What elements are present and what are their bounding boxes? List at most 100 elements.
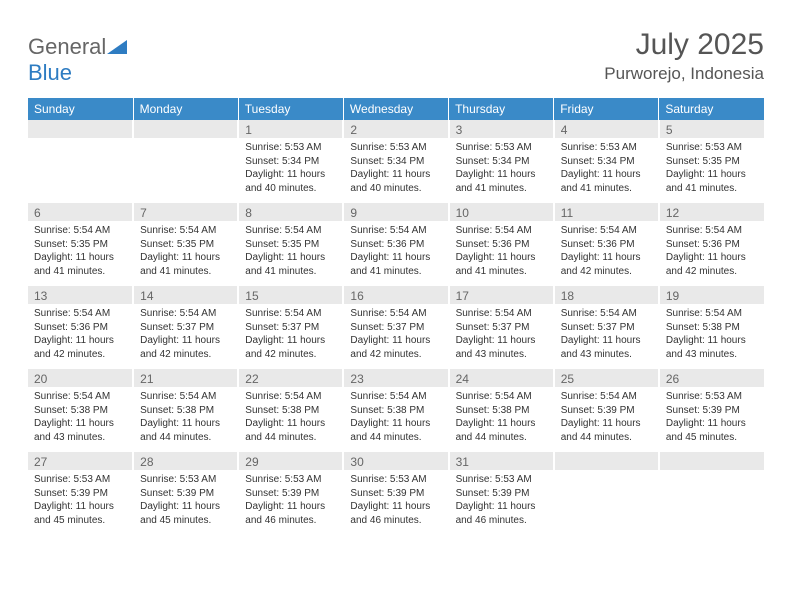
- day-data: Sunrise: 5:54 AMSunset: 5:36 PMDaylight:…: [344, 221, 447, 284]
- day-data: Sunrise: 5:53 AMSunset: 5:39 PMDaylight:…: [450, 470, 553, 533]
- day-number: 10: [450, 203, 553, 221]
- day-data: Sunrise: 5:54 AMSunset: 5:37 PMDaylight:…: [134, 304, 237, 367]
- calendar-cell: 14Sunrise: 5:54 AMSunset: 5:37 PMDayligh…: [133, 285, 238, 368]
- location-text: Purworejo, Indonesia: [604, 64, 764, 84]
- day-data: Sunrise: 5:54 AMSunset: 5:38 PMDaylight:…: [28, 387, 132, 450]
- day-data: Sunrise: 5:53 AMSunset: 5:39 PMDaylight:…: [239, 470, 342, 533]
- calendar-cell: 5Sunrise: 5:53 AMSunset: 5:35 PMDaylight…: [659, 120, 764, 202]
- day-number: 25: [555, 369, 658, 387]
- brand-part1: General: [28, 34, 106, 59]
- day-data: Sunrise: 5:54 AMSunset: 5:37 PMDaylight:…: [450, 304, 553, 367]
- day-number: 14: [134, 286, 237, 304]
- calendar-week-row: 1Sunrise: 5:53 AMSunset: 5:34 PMDaylight…: [28, 120, 764, 202]
- weekday-header: Wednesday: [343, 98, 448, 120]
- calendar-cell: 29Sunrise: 5:53 AMSunset: 5:39 PMDayligh…: [238, 451, 343, 534]
- calendar-week-row: 27Sunrise: 5:53 AMSunset: 5:39 PMDayligh…: [28, 451, 764, 534]
- day-number: 31: [450, 452, 553, 470]
- day-data: Sunrise: 5:54 AMSunset: 5:35 PMDaylight:…: [134, 221, 237, 284]
- day-data: Sunrise: 5:53 AMSunset: 5:34 PMDaylight:…: [344, 138, 447, 201]
- calendar-cell: 20Sunrise: 5:54 AMSunset: 5:38 PMDayligh…: [28, 368, 133, 451]
- day-number: 18: [555, 286, 658, 304]
- day-data: Sunrise: 5:53 AMSunset: 5:39 PMDaylight:…: [134, 470, 237, 533]
- calendar-cell: 22Sunrise: 5:54 AMSunset: 5:38 PMDayligh…: [238, 368, 343, 451]
- calendar-cell: 17Sunrise: 5:54 AMSunset: 5:37 PMDayligh…: [449, 285, 554, 368]
- weekday-header-row: SundayMondayTuesdayWednesdayThursdayFrid…: [28, 98, 764, 120]
- calendar-cell: 8Sunrise: 5:54 AMSunset: 5:35 PMDaylight…: [238, 202, 343, 285]
- day-data: Sunrise: 5:54 AMSunset: 5:37 PMDaylight:…: [239, 304, 342, 367]
- calendar-cell: 28Sunrise: 5:53 AMSunset: 5:39 PMDayligh…: [133, 451, 238, 534]
- day-number: 19: [660, 286, 764, 304]
- calendar-cell: [554, 451, 659, 534]
- calendar-cell: 27Sunrise: 5:53 AMSunset: 5:39 PMDayligh…: [28, 451, 133, 534]
- calendar-week-row: 20Sunrise: 5:54 AMSunset: 5:38 PMDayligh…: [28, 368, 764, 451]
- calendar-week-row: 13Sunrise: 5:54 AMSunset: 5:36 PMDayligh…: [28, 285, 764, 368]
- day-number: 13: [28, 286, 132, 304]
- day-number: 8: [239, 203, 342, 221]
- header: General Blue July 2025 Purworejo, Indone…: [28, 28, 764, 86]
- calendar-cell: 11Sunrise: 5:54 AMSunset: 5:36 PMDayligh…: [554, 202, 659, 285]
- day-data: Sunrise: 5:53 AMSunset: 5:35 PMDaylight:…: [660, 138, 764, 201]
- brand-text: General Blue: [28, 34, 127, 86]
- day-number: 15: [239, 286, 342, 304]
- calendar-cell: 1Sunrise: 5:53 AMSunset: 5:34 PMDaylight…: [238, 120, 343, 202]
- calendar-cell: [28, 120, 133, 202]
- calendar-cell: 30Sunrise: 5:53 AMSunset: 5:39 PMDayligh…: [343, 451, 448, 534]
- calendar-cell: 10Sunrise: 5:54 AMSunset: 5:36 PMDayligh…: [449, 202, 554, 285]
- day-number: 22: [239, 369, 342, 387]
- day-number: 23: [344, 369, 447, 387]
- calendar-cell: 25Sunrise: 5:54 AMSunset: 5:39 PMDayligh…: [554, 368, 659, 451]
- weekday-header: Saturday: [659, 98, 764, 120]
- day-data: Sunrise: 5:54 AMSunset: 5:36 PMDaylight:…: [28, 304, 132, 367]
- day-data: Sunrise: 5:53 AMSunset: 5:34 PMDaylight:…: [555, 138, 658, 201]
- calendar-cell: 6Sunrise: 5:54 AMSunset: 5:35 PMDaylight…: [28, 202, 133, 285]
- calendar-cell: 13Sunrise: 5:54 AMSunset: 5:36 PMDayligh…: [28, 285, 133, 368]
- day-data: Sunrise: 5:53 AMSunset: 5:34 PMDaylight:…: [239, 138, 342, 201]
- day-data: Sunrise: 5:54 AMSunset: 5:38 PMDaylight:…: [660, 304, 764, 367]
- day-data: Sunrise: 5:53 AMSunset: 5:39 PMDaylight:…: [660, 387, 764, 450]
- day-data: Sunrise: 5:54 AMSunset: 5:39 PMDaylight:…: [555, 387, 658, 450]
- day-number: 1: [239, 120, 342, 138]
- day-data: Sunrise: 5:54 AMSunset: 5:35 PMDaylight:…: [239, 221, 342, 284]
- calendar-cell: 9Sunrise: 5:54 AMSunset: 5:36 PMDaylight…: [343, 202, 448, 285]
- day-data: Sunrise: 5:54 AMSunset: 5:35 PMDaylight:…: [28, 221, 132, 284]
- weekday-header: Sunday: [28, 98, 133, 120]
- day-number: 2: [344, 120, 447, 138]
- day-data: Sunrise: 5:54 AMSunset: 5:38 PMDaylight:…: [239, 387, 342, 450]
- calendar-cell: 12Sunrise: 5:54 AMSunset: 5:36 PMDayligh…: [659, 202, 764, 285]
- day-number: 27: [28, 452, 132, 470]
- day-number: 4: [555, 120, 658, 138]
- day-number: 6: [28, 203, 132, 221]
- day-number: 7: [134, 203, 237, 221]
- day-data: Sunrise: 5:53 AMSunset: 5:34 PMDaylight:…: [450, 138, 553, 201]
- day-number: 20: [28, 369, 132, 387]
- day-number: 3: [450, 120, 553, 138]
- day-number: 28: [134, 452, 237, 470]
- calendar-cell: 15Sunrise: 5:54 AMSunset: 5:37 PMDayligh…: [238, 285, 343, 368]
- weekday-header: Friday: [554, 98, 659, 120]
- day-number: 11: [555, 203, 658, 221]
- calendar-cell: [659, 451, 764, 534]
- brand-part2: Blue: [28, 60, 72, 85]
- day-data: Sunrise: 5:54 AMSunset: 5:38 PMDaylight:…: [450, 387, 553, 450]
- day-number: 5: [660, 120, 764, 138]
- calendar-cell: 26Sunrise: 5:53 AMSunset: 5:39 PMDayligh…: [659, 368, 764, 451]
- day-number: 16: [344, 286, 447, 304]
- brand-logo: General Blue: [28, 28, 127, 86]
- day-data: Sunrise: 5:54 AMSunset: 5:38 PMDaylight:…: [134, 387, 237, 450]
- day-number: 17: [450, 286, 553, 304]
- calendar-cell: 24Sunrise: 5:54 AMSunset: 5:38 PMDayligh…: [449, 368, 554, 451]
- calendar-cell: 21Sunrise: 5:54 AMSunset: 5:38 PMDayligh…: [133, 368, 238, 451]
- calendar-cell: 7Sunrise: 5:54 AMSunset: 5:35 PMDaylight…: [133, 202, 238, 285]
- weekday-header: Monday: [133, 98, 238, 120]
- calendar-body: 1Sunrise: 5:53 AMSunset: 5:34 PMDaylight…: [28, 120, 764, 534]
- weekday-header: Thursday: [449, 98, 554, 120]
- day-data: Sunrise: 5:53 AMSunset: 5:39 PMDaylight:…: [344, 470, 447, 533]
- day-number: 9: [344, 203, 447, 221]
- calendar-cell: 2Sunrise: 5:53 AMSunset: 5:34 PMDaylight…: [343, 120, 448, 202]
- weekday-header: Tuesday: [238, 98, 343, 120]
- day-data: Sunrise: 5:54 AMSunset: 5:36 PMDaylight:…: [555, 221, 658, 284]
- day-number: 21: [134, 369, 237, 387]
- day-number: 30: [344, 452, 447, 470]
- day-number: 12: [660, 203, 764, 221]
- day-data: Sunrise: 5:54 AMSunset: 5:37 PMDaylight:…: [344, 304, 447, 367]
